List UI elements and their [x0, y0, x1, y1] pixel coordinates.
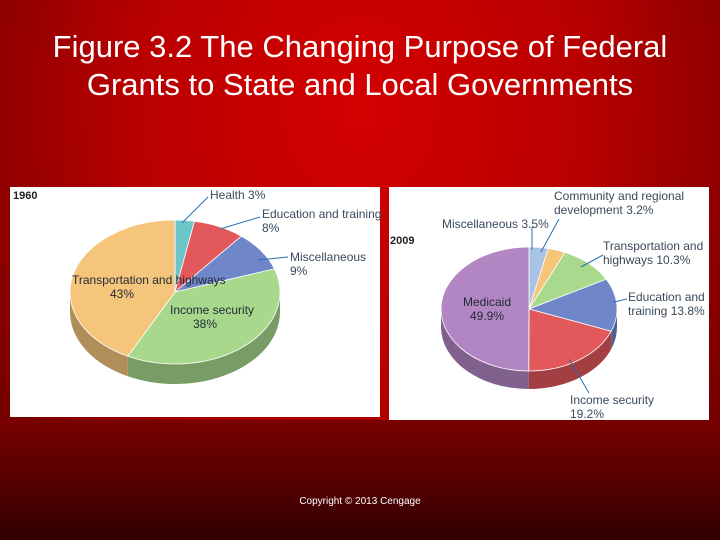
- pie-2009-slice-medicaid: [440, 246, 530, 372]
- pie-1960-leader-line-2: [257, 256, 289, 261]
- label-2009-community: Community and regional development 3.2%: [554, 189, 685, 217]
- label-2009-education: Education and training 13.8%: [628, 290, 705, 318]
- pie-2009-slices: [440, 246, 618, 372]
- copyright-text: Copyright © 2013 Cengage: [299, 496, 421, 507]
- label-1960-education: Education and training 8%: [262, 207, 382, 235]
- background-floor: [0, 420, 720, 540]
- pie-1960-leader-line-0: [181, 196, 209, 224]
- pie-2009-leader-line-3: [613, 298, 628, 303]
- label-2009-income: Income security 19.2%: [570, 393, 655, 421]
- chart-panel-2009: 2009 Miscellaneous 3.5% Community and re…: [389, 187, 709, 421]
- pie-chart-1960: [69, 196, 289, 384]
- label-1960-income: Income security 38%: [170, 303, 255, 331]
- chart-panel-1960: 1960 Health 3% Education and training 8% …: [10, 187, 382, 417]
- pie-2009-leader-line-2: [580, 254, 604, 268]
- chart-title-1960: 1960: [13, 190, 38, 202]
- label-2009-medicaid: Medicaid 49.9%: [462, 295, 512, 323]
- pie-1960-depth: [70, 292, 280, 384]
- pie-2009-slice-income-security: [528, 308, 612, 372]
- pie-1960-depth-4: [70, 292, 128, 377]
- label-2009-transportation: Transportation and highways 10.3%: [603, 239, 704, 267]
- chart-title-2009: 2009: [390, 235, 415, 247]
- label-1960-health: Health 3%: [210, 188, 266, 202]
- slide-title: Figure 3.2 The Changing Purpose of Feder…: [52, 29, 668, 102]
- label-1960-transportation: Transportation and highways 43%: [72, 273, 226, 301]
- pie-2009-leader-line-4: [568, 358, 590, 394]
- pie-1960-leader-line-1: [219, 216, 261, 230]
- pie-1960-slices: [69, 219, 281, 365]
- pie-2009-depth-3: [611, 309, 617, 350]
- label-1960-misc: Miscellaneous 9%: [290, 250, 367, 278]
- pie-2009-depth-4: [528, 331, 612, 389]
- pie-1960-depth-3: [127, 292, 280, 384]
- pie-1960-slice-income-security: [127, 268, 281, 365]
- pie-chart-2009: [440, 218, 628, 394]
- label-2009-misc: Miscellaneous 3.5%: [442, 217, 549, 231]
- pie-1960-slice-transportation-and-highways: [69, 219, 176, 357]
- pie-2009-leader-line-1: [540, 218, 560, 253]
- pie-2009-slice-education-and-training: [527, 278, 618, 332]
